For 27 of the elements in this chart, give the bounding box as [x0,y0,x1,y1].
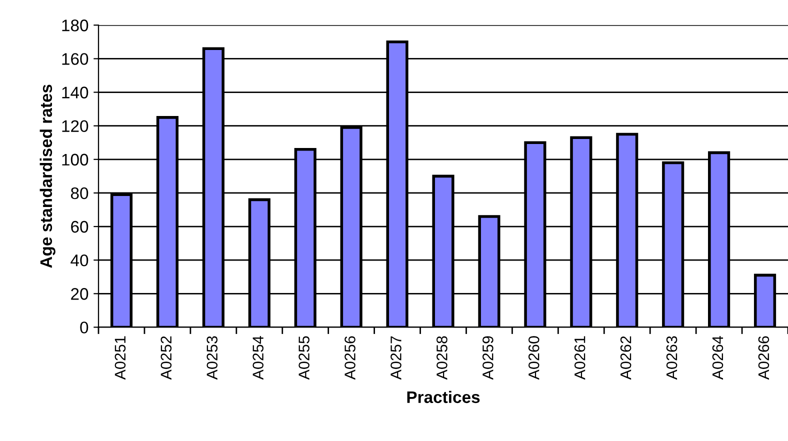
x-tick-label: A0258 [436,336,448,380]
x-tick-label: A0264 [712,336,724,380]
y-tick-label: 160 [62,53,88,65]
x-axis-title: Practices [407,390,480,404]
y-tick-label: 60 [71,220,88,233]
x-tick-label: A0257 [390,336,402,380]
x-tick-label: A0251 [114,336,126,380]
y-tick-label: 80 [70,187,88,200]
x-tick-label: A0253 [206,336,218,380]
x-tick-label: A0259 [482,336,494,380]
y-tick-label: 140 [62,86,88,98]
y-axis-title: Age standardised rates [40,84,56,268]
x-tick-label: A0263 [666,336,678,380]
x-tick-label: A0260 [528,336,540,380]
y-tick-label: 0 [80,322,88,334]
x-tick-label: A0254 [252,336,264,380]
x-tick-label: A0255 [298,336,310,380]
y-tick-label: 120 [62,120,88,132]
y-tick-label: 40 [70,254,88,266]
x-tick-label: A0266 [758,336,770,380]
x-tick-label: A0256 [344,336,356,380]
y-tick-label: 180 [62,20,88,32]
x-tick-label: A0252 [160,336,172,380]
x-tick-label: A0262 [620,336,632,380]
y-tick-label: 20 [71,288,88,300]
x-tick-label: A0261 [574,336,586,380]
y-tick-label: 100 [62,154,88,166]
